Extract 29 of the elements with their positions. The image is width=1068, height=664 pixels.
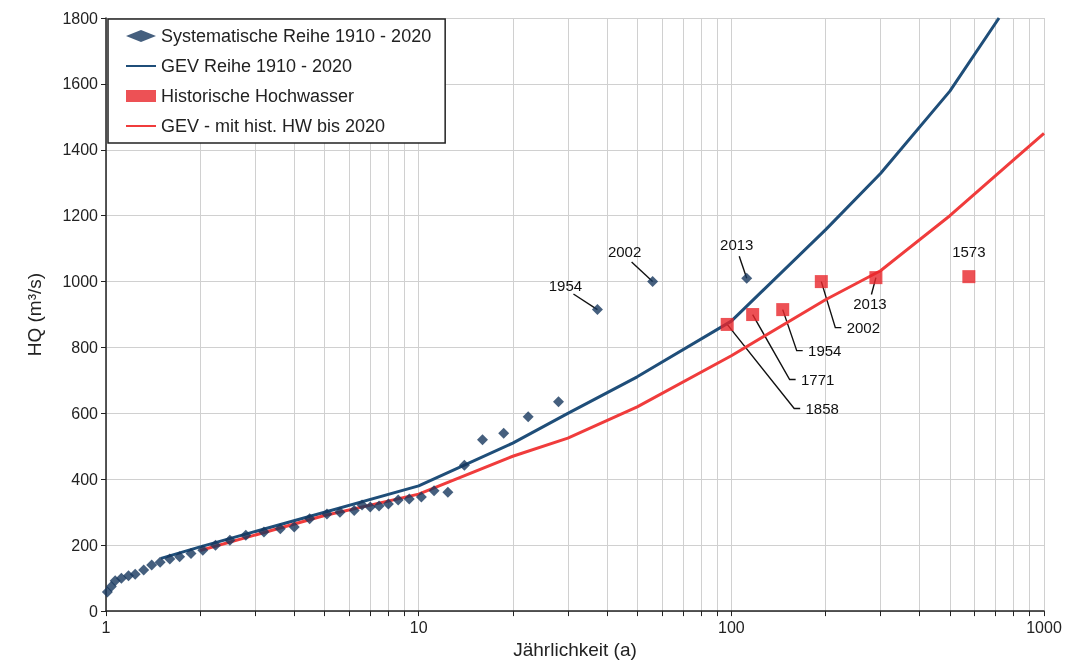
legend-label: Historische Hochwasser bbox=[161, 86, 355, 106]
y-tick-label: 200 bbox=[71, 536, 99, 554]
annotation: 2013 bbox=[853, 295, 887, 313]
x-tick-label: 10 bbox=[409, 618, 428, 636]
y-tick-label: 1600 bbox=[62, 75, 99, 93]
y-tick-label: 400 bbox=[71, 470, 99, 488]
annotation: 1858 bbox=[805, 399, 839, 417]
annotation: 2002 bbox=[607, 243, 642, 261]
x-axis-title: Jährlichkeit (a) bbox=[513, 639, 637, 660]
x-tick-label: 1000 bbox=[1026, 618, 1062, 636]
y-tick-label: 1000 bbox=[62, 273, 99, 291]
x-tick-label: 100 bbox=[717, 618, 745, 636]
y-tick-label: 1400 bbox=[62, 141, 99, 159]
annotation: 1954 bbox=[548, 277, 583, 295]
legend-label: Systematische Reihe 1910 - 2020 bbox=[161, 26, 432, 46]
annotation: 2013 bbox=[720, 235, 754, 253]
annotation: 1954 bbox=[808, 342, 842, 360]
legend-label: GEV Reihe 1910 - 2020 bbox=[161, 56, 353, 76]
annotation: 1771 bbox=[800, 371, 835, 389]
y-tick-label: 1800 bbox=[62, 9, 99, 27]
annotation: 2002 bbox=[846, 319, 881, 337]
y-tick-label: 800 bbox=[71, 339, 99, 356]
y-tick-label: 1200 bbox=[62, 207, 99, 225]
y-axis-title: HQ (m³/s) bbox=[24, 272, 45, 357]
legend-label: GEV - mit hist. HW bis 2020 bbox=[161, 116, 386, 136]
y-tick-label: 0 bbox=[89, 602, 99, 620]
annotation: 1573 bbox=[952, 243, 986, 261]
x-tick-label: 1 bbox=[101, 618, 111, 636]
y-tick-label: 600 bbox=[71, 404, 99, 422]
